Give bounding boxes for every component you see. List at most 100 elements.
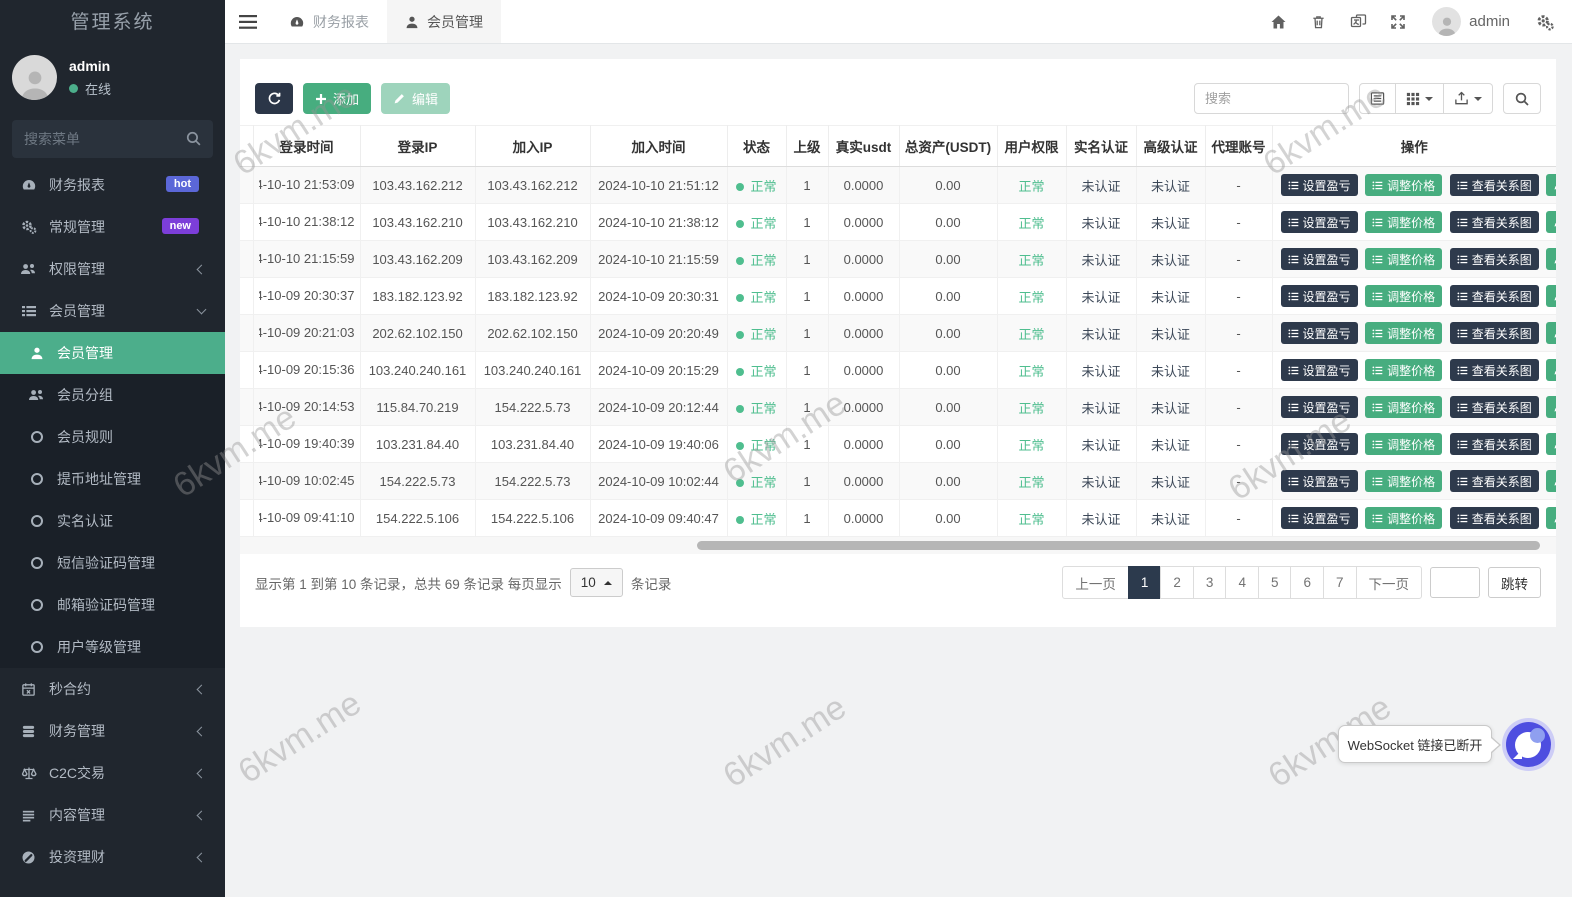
tab-finance-report[interactable]: 财务报表 [271, 0, 387, 43]
sidebar-item-content[interactable]: 内容管理 [0, 794, 225, 836]
sidebar-item-email-codes[interactable]: 邮箱验证码管理 [0, 584, 225, 626]
settings-button[interactable] [1532, 13, 1558, 31]
set-pnl-button[interactable]: 设置盈亏 [1280, 285, 1358, 307]
adjust-price-button[interactable]: 调整价格 [1365, 248, 1443, 270]
sidebar-item-permissions[interactable]: 权限管理 [0, 248, 225, 290]
adjust-price-button[interactable]: 调整价格 [1365, 322, 1443, 344]
edit-row-button[interactable] [1546, 248, 1556, 270]
sidebar-item-c2c[interactable]: C2C交易 [0, 752, 225, 794]
table-row[interactable]: 2024-10-09 20:15:36 103.240.240.161 103.… [240, 351, 1556, 389]
adjust-price-button[interactable]: 调整价格 [1365, 507, 1443, 529]
table-row[interactable]: 2024-10-09 20:21:03 202.62.102.150 202.6… [240, 314, 1556, 352]
edit-button[interactable]: 编辑 [381, 83, 451, 114]
sidebar-item-withdraw-address[interactable]: 提币地址管理 [0, 458, 225, 500]
adjust-price-button[interactable]: 调整价格 [1365, 396, 1443, 418]
page-button-4[interactable]: 4 [1225, 566, 1259, 599]
sidebar-item-finance-report[interactable]: 财务报表 hot [0, 164, 225, 206]
view-relation-button[interactable]: 查看关系图 [1449, 433, 1539, 455]
table-search-input[interactable] [1194, 83, 1349, 114]
sidebar-item-member-groups[interactable]: 会员分组 [0, 374, 225, 416]
set-pnl-button[interactable]: 设置盈亏 [1280, 248, 1358, 270]
set-pnl-button[interactable]: 设置盈亏 [1280, 470, 1358, 492]
prev-page-button[interactable]: 上一页 [1062, 566, 1129, 599]
edit-row-button[interactable] [1546, 285, 1556, 307]
header-agent[interactable]: 代理账号 [1205, 125, 1273, 167]
set-pnl-button[interactable]: 设置盈亏 [1280, 211, 1358, 233]
jump-page-input[interactable] [1430, 567, 1480, 598]
sidebar-item-members[interactable]: 会员管理 [0, 290, 225, 332]
view-relation-button[interactable]: 查看关系图 [1449, 359, 1539, 381]
sidebar-item-sms-codes[interactable]: 短信验证码管理 [0, 542, 225, 584]
toggle-view-button[interactable] [1359, 83, 1396, 114]
sidebar-toggle-button[interactable] [225, 0, 271, 43]
search-submit-button[interactable] [1503, 83, 1541, 114]
edit-row-button[interactable] [1546, 396, 1556, 418]
header-join-time[interactable]: 加入时间 [590, 125, 728, 167]
chat-widget-button[interactable] [1502, 718, 1555, 771]
menu-search-input[interactable] [12, 120, 213, 158]
adjust-price-button[interactable]: 调整价格 [1365, 174, 1443, 196]
sidebar-item-invest[interactable]: 投资理财 [0, 836, 225, 878]
page-button-1[interactable]: 1 [1127, 566, 1162, 599]
topbar-avatar[interactable] [1432, 7, 1462, 36]
view-relation-button[interactable]: 查看关系图 [1449, 396, 1539, 418]
home-button[interactable] [1258, 14, 1298, 30]
page-button-6[interactable]: 6 [1290, 566, 1324, 599]
sidebar-item-member-rules[interactable]: 会员规则 [0, 416, 225, 458]
view-relation-button[interactable]: 查看关系图 [1449, 248, 1539, 270]
table-row[interactable]: 2024-10-09 19:40:39 103.231.84.40 103.23… [240, 425, 1556, 463]
view-relation-button[interactable]: 查看关系图 [1449, 322, 1539, 344]
edit-row-button[interactable] [1546, 322, 1556, 344]
header-parent[interactable]: 上级 [786, 125, 829, 167]
header-realname[interactable]: 实名认证 [1066, 125, 1137, 167]
language-button[interactable] [1338, 13, 1378, 30]
refresh-button[interactable] [255, 83, 293, 114]
edit-row-button[interactable] [1546, 359, 1556, 381]
header-login-time[interactable]: 登录时间 [253, 125, 361, 167]
header-permission[interactable]: 用户权限 [997, 125, 1067, 167]
adjust-price-button[interactable]: 调整价格 [1365, 433, 1443, 455]
horizontal-scrollbar-thumb[interactable] [697, 541, 1540, 550]
fullscreen-button[interactable] [1378, 14, 1418, 30]
table-row[interactable]: 2024-10-10 21:53:09 103.43.162.212 103.4… [240, 166, 1556, 204]
edit-row-button[interactable] [1546, 433, 1556, 455]
sidebar-item-member-management[interactable]: 会员管理 [0, 332, 225, 374]
view-relation-button[interactable]: 查看关系图 [1449, 285, 1539, 307]
sidebar-item-finance[interactable]: 财务管理 [0, 710, 225, 752]
sidebar-item-user-levels[interactable]: 用户等级管理 [0, 626, 225, 668]
view-relation-button[interactable]: 查看关系图 [1449, 174, 1539, 196]
next-page-button[interactable]: 下一页 [1355, 566, 1422, 599]
edit-row-button[interactable] [1546, 470, 1556, 492]
table-row[interactable]: 2024-10-09 20:30:37 183.182.123.92 183.1… [240, 277, 1556, 315]
page-button-5[interactable]: 5 [1257, 566, 1292, 599]
adjust-price-button[interactable]: 调整价格 [1365, 285, 1443, 307]
adjust-price-button[interactable]: 调整价格 [1365, 359, 1443, 381]
set-pnl-button[interactable]: 设置盈亏 [1280, 322, 1358, 344]
table-row[interactable]: 2024-10-09 20:14:53 115.84.70.219 154.22… [240, 388, 1556, 426]
table-row[interactable]: 2024-10-09 10:02:45 154.222.5.73 154.222… [240, 462, 1556, 500]
clear-cache-button[interactable] [1298, 14, 1338, 30]
columns-button[interactable] [1396, 83, 1444, 114]
set-pnl-button[interactable]: 设置盈亏 [1280, 396, 1358, 418]
header-login-ip[interactable]: 登录IP [360, 125, 476, 167]
tab-member-management[interactable]: 会员管理 [387, 0, 501, 43]
view-relation-button[interactable]: 查看关系图 [1449, 211, 1539, 233]
set-pnl-button[interactable]: 设置盈亏 [1280, 507, 1358, 529]
add-button[interactable]: 添加 [303, 83, 372, 114]
table-row[interactable]: 2024-10-10 21:38:12 103.43.162.210 103.4… [240, 203, 1556, 241]
jump-button[interactable]: 跳转 [1488, 567, 1541, 598]
page-button-7[interactable]: 7 [1322, 566, 1357, 599]
edit-row-button[interactable] [1546, 507, 1556, 529]
sidebar-item-general[interactable]: 常规管理 new [0, 206, 225, 248]
topbar-username[interactable]: admin [1469, 13, 1510, 30]
page-size-select[interactable]: 10 [569, 568, 623, 597]
header-status[interactable]: 状态 [727, 125, 787, 167]
view-relation-button[interactable]: 查看关系图 [1449, 470, 1539, 492]
set-pnl-button[interactable]: 设置盈亏 [1280, 433, 1358, 455]
set-pnl-button[interactable]: 设置盈亏 [1280, 359, 1358, 381]
table-row[interactable]: 2024-10-10 21:15:59 103.43.162.209 103.4… [240, 240, 1556, 278]
set-pnl-button[interactable]: 设置盈亏 [1280, 174, 1358, 196]
header-join-ip[interactable]: 加入IP [475, 125, 591, 167]
page-button-2[interactable]: 2 [1160, 566, 1194, 599]
header-real-usdt[interactable]: 真实usdt [828, 125, 900, 167]
